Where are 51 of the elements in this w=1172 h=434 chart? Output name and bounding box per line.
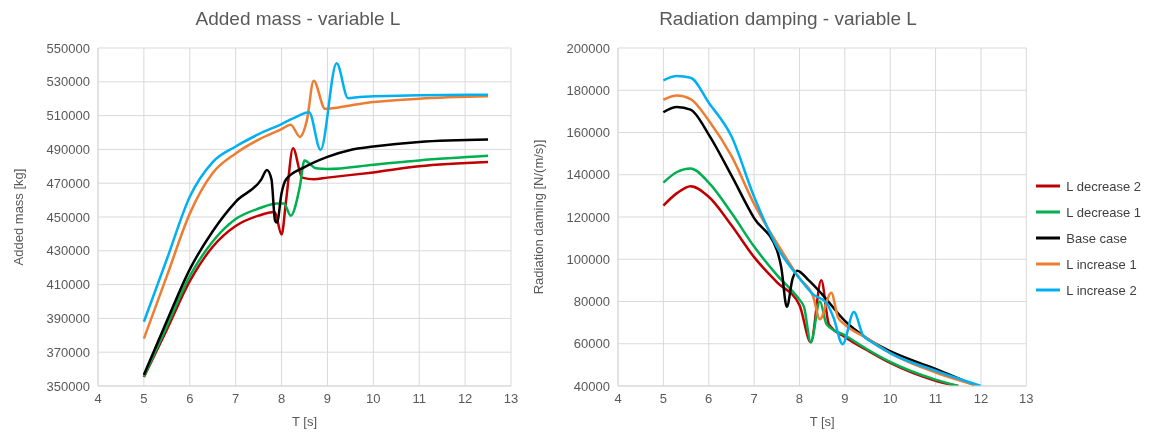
- y-tick-label: 550000: [46, 40, 90, 56]
- x-tick-label: 5: [659, 391, 667, 407]
- x-tick-label: 7: [232, 391, 240, 407]
- y-tick-label: 350000: [46, 378, 90, 394]
- x-tick-label: 13: [1019, 391, 1034, 407]
- x-tick-label: 9: [323, 391, 332, 407]
- y-axis-title: Added mass [kg]: [10, 168, 26, 266]
- legend-label: L increase 1: [1066, 256, 1137, 272]
- x-tick-label: 8: [277, 391, 286, 407]
- y-tick-label: 80000: [573, 294, 610, 310]
- x-axis-title: T [s]: [291, 414, 318, 429]
- x-tick-label: 11: [412, 391, 426, 407]
- x-axis-title: T [s]: [809, 414, 835, 429]
- y-tick-label: 510000: [46, 108, 90, 124]
- legend-label: L decrease 2: [1066, 178, 1141, 194]
- y-tick-label: 120000: [566, 209, 610, 225]
- y-tick-label: 390000: [46, 311, 90, 327]
- y-tick-label: 450000: [46, 209, 90, 225]
- x-tick-label: 4: [614, 391, 622, 407]
- chart-title: Added mass - variable L: [194, 8, 402, 31]
- chart-title: Radiation damping - variable L: [658, 8, 918, 31]
- x-tick-label: 13: [503, 391, 519, 407]
- y-tick-label: 60000: [573, 336, 610, 352]
- x-tick-label: 5: [140, 391, 148, 407]
- y-axis-title: Radiation daming [N/(m/s)]: [530, 139, 546, 295]
- y-tick-label: 160000: [566, 125, 610, 141]
- legend-label: L decrease 1: [1066, 204, 1141, 220]
- x-tick-label: 6: [186, 391, 194, 407]
- x-tick-label: 7: [750, 391, 758, 407]
- y-tick-label: 370000: [46, 344, 90, 360]
- y-tick-label: 40000: [573, 378, 610, 394]
- x-tick-label: 4: [94, 391, 102, 407]
- y-tick-label: 470000: [46, 175, 90, 191]
- y-tick-label: 100000: [566, 251, 610, 267]
- y-tick-label: 180000: [566, 82, 610, 98]
- y-tick-label: 200000: [566, 40, 610, 56]
- y-tick-label: 430000: [46, 243, 90, 259]
- x-tick-label: 12: [457, 391, 473, 407]
- x-tick-label: 12: [973, 391, 989, 407]
- x-tick-label: 8: [795, 391, 804, 407]
- y-tick-label: 490000: [46, 142, 90, 158]
- y-tick-label: 530000: [46, 74, 90, 90]
- y-tick-label: 140000: [566, 167, 610, 183]
- x-tick-label: 10: [882, 391, 898, 407]
- x-tick-label: 6: [705, 391, 713, 407]
- y-tick-label: 410000: [46, 277, 90, 293]
- x-tick-label: 11: [928, 391, 943, 407]
- x-tick-label: 10: [366, 391, 381, 407]
- x-tick-label: 9: [841, 391, 849, 407]
- legend-label: L increase 2: [1066, 282, 1137, 298]
- legend-label: Base case: [1066, 230, 1128, 246]
